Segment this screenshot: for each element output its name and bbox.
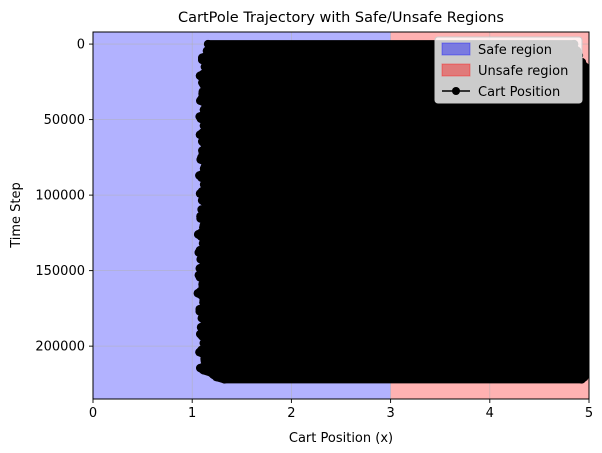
ticks-layer: 0 1 2 3 4 5 0 50000 100000 150000 200000 bbox=[35, 38, 593, 421]
data-point bbox=[199, 366, 208, 375]
legend-swatch-safe bbox=[441, 42, 471, 56]
chart-title: CartPole Trajectory with Safe/Unsafe Reg… bbox=[178, 10, 504, 26]
y-tick-label: 150000 bbox=[35, 264, 85, 279]
x-tick-label: 4 bbox=[486, 406, 494, 421]
data-point bbox=[577, 375, 586, 384]
y-axis-title: Time Step bbox=[9, 182, 24, 249]
y-tick-label: 100000 bbox=[35, 189, 85, 204]
x-axis-title: Cart Position (x) bbox=[289, 431, 393, 446]
x-tick-label: 3 bbox=[386, 406, 394, 421]
data-point bbox=[220, 375, 229, 384]
legend: Safe region Unsafe region Cart Position bbox=[434, 36, 583, 104]
legend-box bbox=[434, 36, 583, 104]
legend-marker-cart bbox=[452, 87, 460, 95]
legend-label-safe: Safe region bbox=[478, 43, 552, 58]
x-tick-label: 2 bbox=[287, 406, 295, 421]
x-tick-label: 0 bbox=[89, 406, 97, 421]
x-tick-label: 5 bbox=[585, 406, 593, 421]
legend-swatch-unsafe bbox=[441, 63, 471, 77]
legend-label-cart: Cart Position bbox=[478, 85, 560, 100]
x-tick-label: 1 bbox=[188, 406, 196, 421]
data-point bbox=[212, 372, 221, 382]
plot-frame bbox=[92, 31, 590, 400]
y-tick-label: 50000 bbox=[44, 113, 85, 128]
y-tick-label: 200000 bbox=[35, 340, 85, 355]
legend-label-unsafe: Unsafe region bbox=[478, 64, 568, 79]
y-tick-label: 0 bbox=[77, 38, 85, 53]
